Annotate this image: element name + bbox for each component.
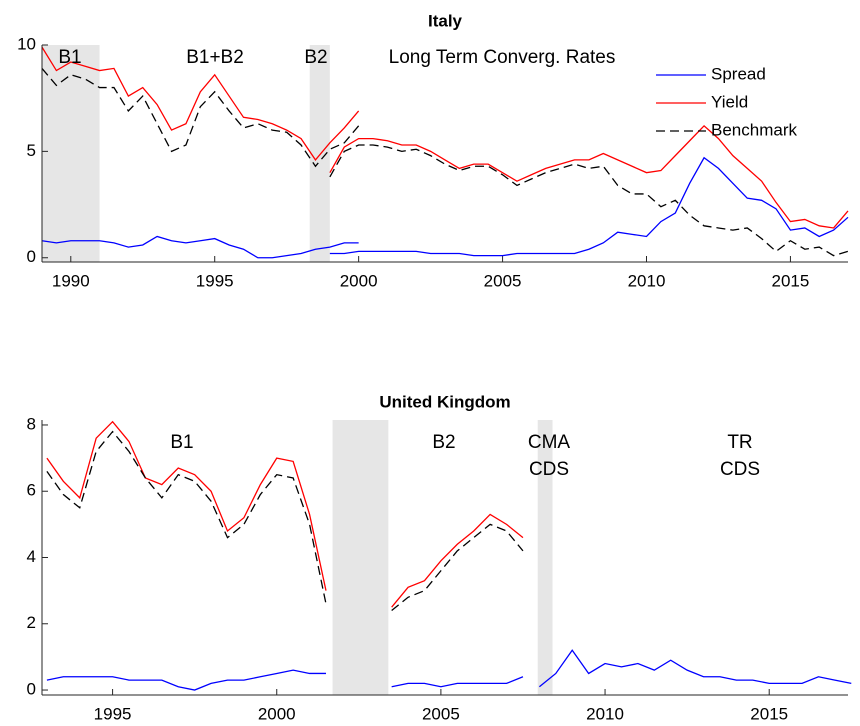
annotation: CDS — [720, 459, 760, 480]
y-tick-label: 2 — [27, 613, 36, 632]
x-tick-label: 2015 — [750, 704, 788, 723]
series-line — [41, 46, 849, 229]
shaded-period — [309, 45, 330, 262]
annotation: TR — [727, 432, 752, 453]
annotation: CMA — [528, 432, 571, 453]
x-tick-label: 2015 — [772, 271, 810, 290]
series-line — [41, 156, 849, 259]
shaded-period — [42, 45, 100, 262]
annotation: B1 — [170, 432, 193, 453]
x-tick-label: 2000 — [258, 704, 296, 723]
series-line — [41, 67, 849, 257]
x-tick-label: 2005 — [422, 704, 460, 723]
annotation: B2 — [304, 47, 327, 68]
annotation: B2 — [432, 432, 455, 453]
series-line — [46, 649, 852, 691]
x-tick-label: 2010 — [586, 704, 624, 723]
annotation: Long Term Converg. Rates — [389, 47, 616, 68]
legend-label: Spread — [711, 64, 766, 83]
shaded-period — [537, 420, 553, 695]
x-tick-label: 2000 — [340, 271, 378, 290]
shaded-period — [332, 420, 389, 695]
x-tick-label: 1990 — [52, 271, 90, 290]
series-line — [46, 420, 524, 608]
series-line — [46, 430, 524, 612]
annotation: B1 — [58, 47, 81, 68]
chart-title: United Kingdom — [379, 392, 510, 411]
x-tick-label: 2005 — [484, 271, 522, 290]
x-tick-label: 2010 — [628, 271, 666, 290]
y-tick-label: 8 — [27, 414, 36, 433]
y-tick-label: 6 — [27, 481, 36, 500]
x-tick-label: 1995 — [94, 704, 132, 723]
y-tick-label: 0 — [27, 247, 36, 266]
chart-title: Italy — [428, 11, 463, 30]
annotation: CDS — [529, 459, 569, 480]
y-tick-label: 4 — [27, 547, 36, 566]
y-tick-label: 5 — [27, 141, 36, 160]
y-tick-label: 0 — [27, 680, 36, 699]
legend-label: Benchmark — [711, 120, 797, 139]
legend-label: Yield — [711, 92, 748, 111]
x-tick-label: 1995 — [196, 271, 234, 290]
annotation: B1+B2 — [186, 47, 244, 68]
y-tick-label: 10 — [17, 34, 36, 53]
legend: Spread Yield Benchmark — [656, 64, 797, 139]
